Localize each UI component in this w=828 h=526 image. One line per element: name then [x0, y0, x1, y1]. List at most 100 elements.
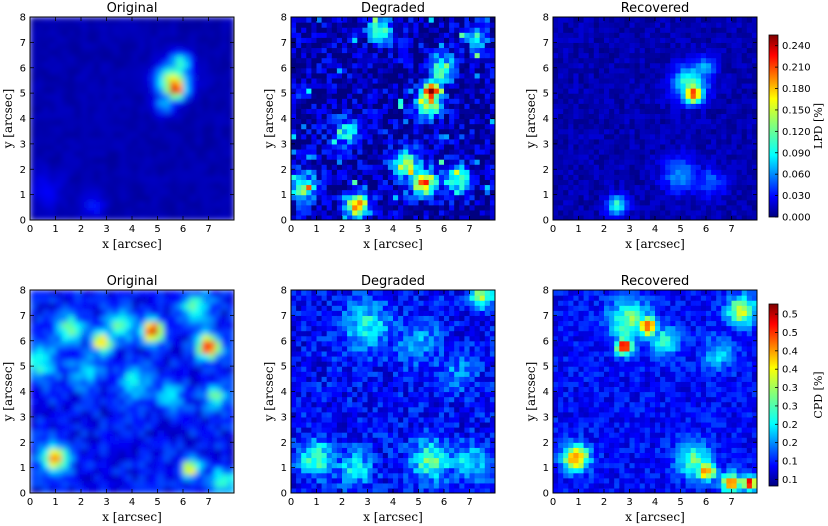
heatmap-cell [665, 159, 671, 165]
heatmap-cell [711, 32, 717, 38]
heatmap-cell [362, 164, 369, 170]
heatmap-cell [87, 347, 95, 355]
heatmap-cell [30, 290, 37, 297]
heatmap-cell [49, 131, 57, 139]
heatmap-cell [183, 200, 190, 208]
heatmap-cell [609, 37, 615, 43]
heatmap-cell [484, 82, 491, 89]
heatmap-cell [398, 179, 404, 186]
heatmap-cell [112, 74, 120, 82]
heatmap-cell [74, 442, 82, 450]
heatmap-cell [387, 32, 394, 38]
heatmap-cell [413, 143, 420, 150]
heatmap-cell [170, 169, 178, 177]
heatmap-cell [690, 72, 697, 79]
heatmap-cell [665, 57, 671, 64]
heatmap-cell [93, 473, 101, 481]
heatmap-cell [665, 184, 671, 191]
heatmap-cell [629, 32, 636, 38]
heatmap-cell [176, 99, 184, 107]
heatmap-cell [125, 340, 133, 348]
heatmap-cell [578, 179, 585, 186]
heatmap-cell [93, 99, 101, 107]
heatmap-cell [68, 442, 76, 450]
heatmap-cell [61, 207, 69, 215]
heatmap-cell [170, 137, 178, 145]
heatmap-cell [55, 480, 63, 488]
heatmap-cell [675, 199, 682, 206]
heatmap-cell [614, 123, 620, 130]
heatmap-cell [93, 480, 101, 488]
heatmap-cell [670, 62, 676, 69]
heatmap-cell [568, 77, 574, 84]
heatmap-cell [55, 150, 63, 158]
heatmap-cell [680, 27, 687, 33]
heatmap-cell [553, 88, 559, 94]
heatmap-cell [138, 200, 146, 208]
heatmap-cell [716, 118, 722, 125]
heatmap-cell [106, 23, 114, 31]
heatmap-cell [208, 42, 216, 50]
heatmap-cell [138, 118, 146, 126]
heatmap-cell [342, 159, 348, 165]
heatmap-cell [189, 48, 197, 56]
heatmap-cell [74, 391, 82, 399]
heatmap-cell [598, 123, 605, 130]
heatmap-cell [347, 67, 353, 74]
heatmap-cell [321, 174, 328, 180]
heatmap-cell [106, 86, 114, 94]
heatmap-cell [106, 131, 114, 139]
heatmap-cell [706, 22, 712, 28]
heatmap-cell [221, 86, 229, 94]
heatmap-cell [736, 174, 743, 180]
heatmap-cell [176, 105, 184, 113]
heatmap-cell [367, 77, 374, 84]
heatmap-cell [214, 143, 222, 151]
heatmap-cell [55, 454, 63, 462]
heatmap-cell [568, 22, 574, 28]
heatmap-cell [382, 209, 389, 216]
heatmap-cell [413, 128, 420, 135]
heatmap-cell [100, 372, 108, 380]
heatmap-cell [568, 67, 574, 74]
heatmap-cell [367, 108, 374, 115]
heatmap-cell [685, 103, 692, 109]
heatmap-cell [157, 150, 165, 158]
heatmap-cell [30, 131, 37, 139]
heatmap-cell [624, 159, 631, 165]
heatmap-cell [464, 67, 471, 74]
heatmap-cell [30, 448, 37, 456]
heatmap-cell [604, 199, 610, 206]
heatmap-cell [489, 199, 495, 206]
heatmap-cell [352, 189, 358, 196]
heatmap-cell [202, 42, 210, 50]
heatmap-cell [695, 67, 702, 74]
heatmap-cell [454, 93, 460, 99]
heatmap-cell [469, 159, 476, 165]
heatmap-cell [87, 328, 95, 335]
heatmap-cell [125, 105, 133, 113]
heatmap-cell [176, 200, 184, 208]
heatmap-cell [125, 156, 133, 164]
heatmap-cell [367, 62, 374, 69]
heatmap-cell [125, 372, 133, 380]
heatmap-cell [484, 174, 491, 180]
heatmap-cell [214, 169, 222, 177]
heatmap-cell [593, 148, 600, 155]
heatmap-cell [214, 67, 222, 75]
heatmap-cell [87, 296, 95, 304]
heatmap-cell [726, 98, 733, 104]
heatmap-cell [573, 159, 580, 165]
heatmap-cell [731, 123, 738, 130]
heatmap-cell [403, 194, 409, 201]
heatmap-cell [614, 67, 620, 74]
heatmap-cell [49, 80, 57, 88]
heatmap-cell [195, 48, 203, 56]
heatmap-cell [459, 214, 465, 220]
heatmap-cell [49, 410, 57, 418]
heatmap-cell [489, 194, 495, 201]
heatmap-cell [609, 174, 615, 180]
heatmap-cell [563, 133, 569, 140]
heatmap-cell [464, 98, 471, 104]
heatmap-cell [573, 133, 580, 140]
